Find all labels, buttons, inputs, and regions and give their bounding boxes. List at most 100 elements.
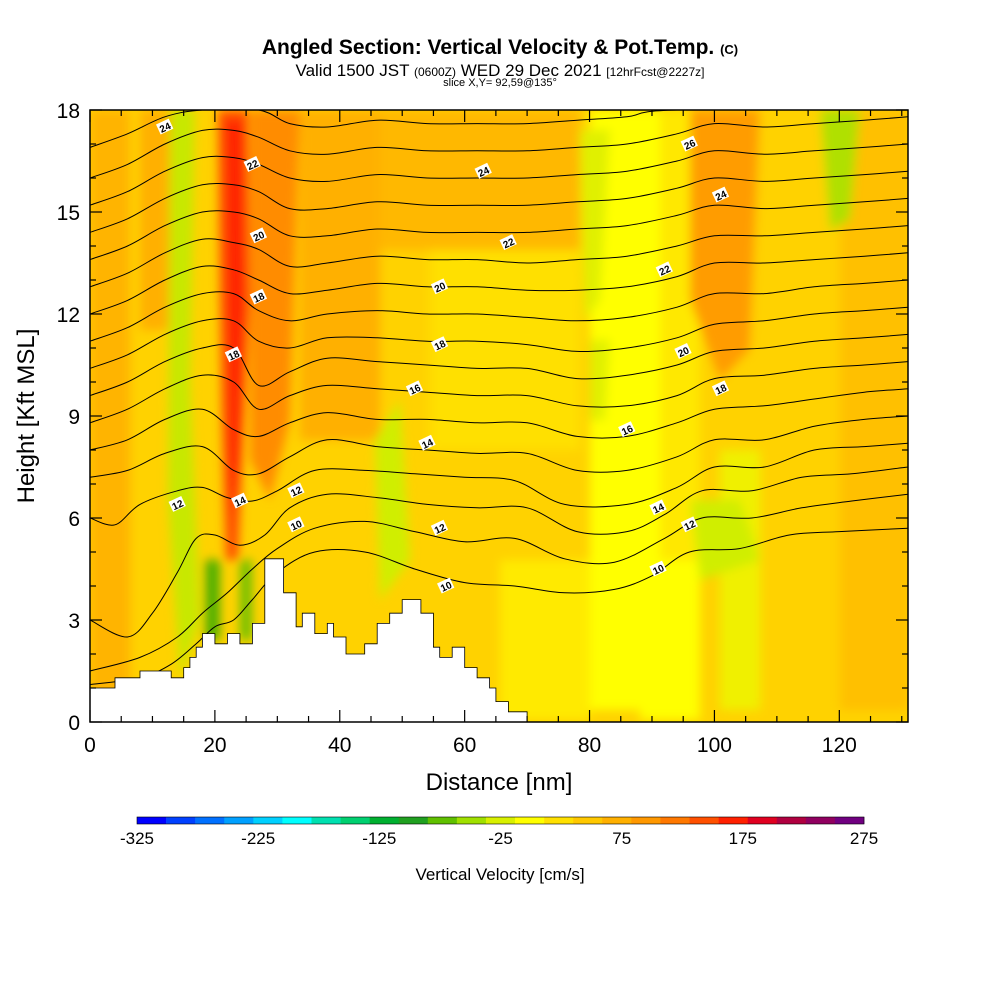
contour-label: 18 (430, 336, 449, 353)
colorbar-swatch (369, 817, 400, 824)
plot-area: 24 22 20 18 18 12 14 12 10 24 22 20 18 16 14 12 10 26 24 22… (90, 110, 908, 722)
x-tick-label: 20 (203, 734, 226, 757)
contour-label: 16 (405, 380, 424, 398)
contour-label-text: 18 (433, 338, 448, 353)
colorbar-tick-labels: -325 -225 -125 -25 75 175 275 (120, 829, 878, 848)
y-tick-label: 12 (57, 304, 80, 327)
colorbar-swatch (602, 817, 632, 824)
colorbar-label: 275 (850, 829, 878, 848)
y-tick-labels: 0 3 6 9 12 15 18 (57, 100, 80, 735)
contour-label: 22 (243, 156, 261, 173)
colorbar-swatch (311, 817, 341, 824)
isentrope-13 (90, 442, 908, 526)
valid-date: WED 29 Dec 2021 (460, 61, 602, 80)
contour-label: 20 (674, 343, 692, 360)
contour-label: 22 (655, 261, 673, 278)
x-tick-labels: 0 20 40 60 80 100 120 (84, 734, 857, 757)
colorbar-label: 75 (612, 829, 631, 848)
colorbar-swatch (515, 817, 545, 824)
colorbar-swatch (195, 817, 225, 824)
colorbar-swatch (224, 817, 254, 824)
contour-label-text: 14 (651, 502, 666, 517)
isentrope-19 (90, 279, 908, 342)
x-tick-label: 120 (822, 734, 857, 757)
contour-label: 10 (649, 560, 667, 578)
contour-label-text: 22 (502, 236, 517, 251)
colorbar-swatch (747, 817, 778, 824)
contour-label: 20 (249, 227, 268, 245)
colorbar-swatch (718, 817, 748, 824)
contour-label-text: 12 (683, 519, 698, 534)
contour-label-text: 12 (289, 485, 304, 500)
contour-label: 14 (418, 434, 436, 452)
contour-label: 24 (711, 186, 730, 204)
colorbar-swatch (573, 817, 603, 824)
colorbar-swatch (660, 817, 690, 824)
contour-label-text: 16 (408, 383, 423, 398)
colorbar-swatch (398, 817, 429, 824)
contour-label-text: 22 (246, 158, 261, 173)
colorbar (136, 816, 865, 825)
contour-label-text: 18 (252, 291, 267, 306)
colorbar-swatch (805, 817, 836, 824)
isentrope-21 (90, 225, 908, 288)
contour-label-text: 26 (683, 138, 698, 153)
x-tick-label: 80 (578, 734, 601, 757)
contour-label-text: 24 (477, 165, 492, 180)
x-tick-label: 0 (84, 734, 96, 757)
vertical-velocity-field (90, 110, 908, 722)
y-tick-label: 0 (68, 712, 80, 735)
isentrope-11 (90, 493, 908, 672)
isentrope-18 (90, 306, 908, 369)
contour-labels: 24 22 20 18 18 12 14 12 10 24 22 20 18 16 14 12 10 26 24 22… (156, 118, 730, 595)
axis-ticks (89, 109, 908, 723)
contour-label: 22 (499, 234, 517, 251)
valid-time: Valid 1500 JST (295, 61, 410, 80)
y-tick-label: 18 (57, 100, 80, 123)
colorbar-swatch (485, 817, 516, 824)
isentrope-26 (90, 110, 908, 148)
contour-label: 16 (618, 421, 636, 438)
contour-label-text: 18 (714, 383, 729, 398)
isentrope-23 (90, 170, 908, 233)
contour-label: 18 (224, 346, 243, 363)
isentrope-25 (90, 116, 908, 179)
isentrope-22 (90, 197, 908, 261)
contour-label: 18 (711, 380, 730, 398)
contour-label-text: 24 (714, 189, 729, 204)
contour-label: 26 (680, 135, 698, 153)
colorbar-swatch (544, 817, 574, 824)
colorbar-label: -125 (362, 829, 396, 848)
colorbar-swatch (427, 817, 458, 824)
colorbar-swatch (253, 817, 283, 824)
isentrope-12 (90, 466, 908, 638)
contour-label-text: 20 (252, 230, 267, 245)
contour-label: 10 (437, 577, 455, 595)
contour-label: 10 (287, 516, 305, 534)
x-tick-label: 40 (328, 734, 351, 757)
colorbar-swatch (137, 817, 167, 824)
contour-label-text: 10 (289, 519, 304, 534)
contour-label-text: 20 (676, 345, 691, 360)
colorbar-swatch (282, 817, 312, 824)
terrain-mask (90, 558, 908, 722)
colorbar-label: 175 (729, 829, 757, 848)
y-tick-label: 15 (57, 202, 80, 225)
title-main: Angled Section: Vertical Velocity & Pot.… (261, 36, 715, 59)
colorbar-swatch (340, 817, 370, 824)
y-axis-label: Height [Kft MSL] (13, 329, 40, 504)
valid-utc: (0600Z) (413, 65, 456, 79)
contour-label: 12 (168, 496, 186, 513)
contour-label: 24 (156, 118, 174, 136)
colorbar-label: -225 (241, 829, 275, 848)
contour-label: 12 (680, 516, 698, 534)
colorbar-title: Vertical Velocity [cm/s] (415, 865, 584, 884)
slice-info: slice X,Y= 92,59@135° (443, 77, 557, 89)
colorbar-swatch (456, 817, 487, 824)
potential-temperature-contours (90, 110, 908, 686)
y-tick-label: 9 (68, 406, 80, 429)
y-tick-label: 6 (68, 508, 80, 531)
x-tick-label: 100 (697, 734, 732, 757)
contour-label-text: 20 (433, 281, 448, 296)
